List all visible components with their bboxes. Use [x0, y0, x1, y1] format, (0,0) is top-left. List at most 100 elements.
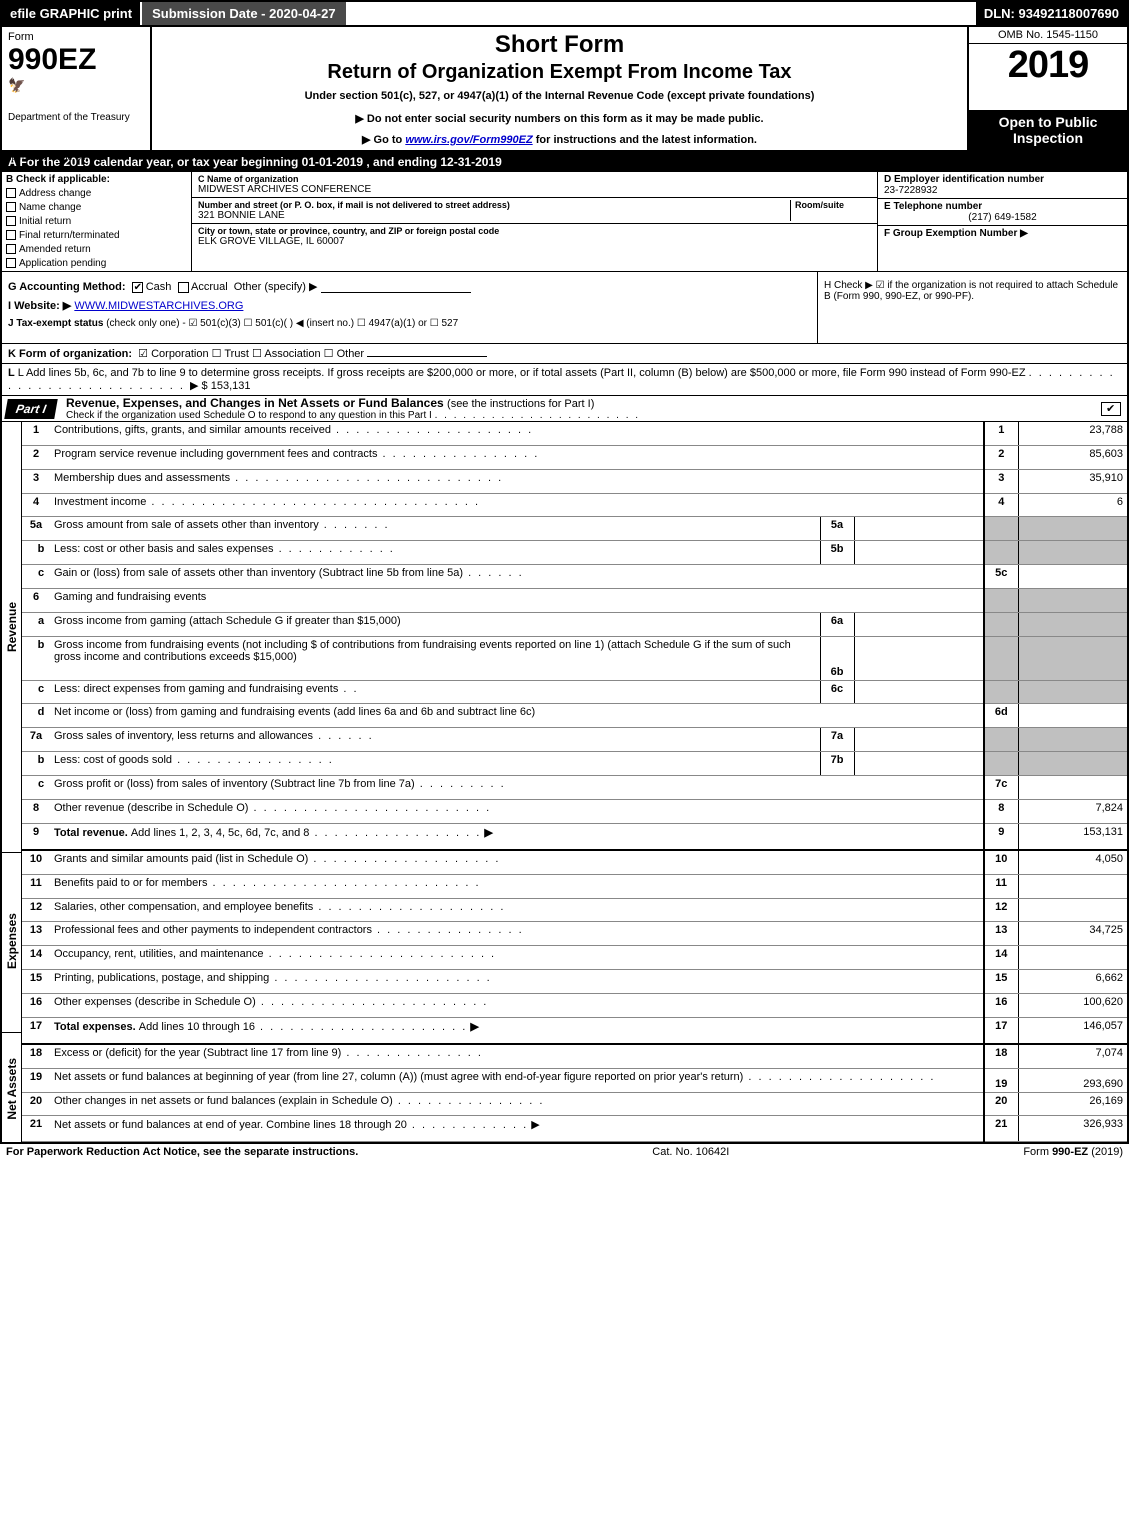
street-label: Number and street (or P. O. box, if mail… — [198, 200, 784, 210]
l5a-mid: 5a — [820, 517, 854, 541]
row-9: 9 Total revenue. Add lines 1, 2, 3, 4, 5… — [22, 823, 1128, 849]
short-form-title: Short Form — [156, 31, 963, 59]
l10-rnum: 10 — [984, 850, 1018, 875]
l-text: L Add lines 5b, 6c, and 7b to line 9 to … — [18, 367, 1026, 379]
l6-num: 6 — [22, 589, 50, 613]
l6b-num: b — [22, 636, 50, 680]
topbar-spacer — [348, 2, 976, 25]
l6a-midval — [854, 613, 984, 637]
l6-desc: Gaming and fundraising events — [50, 589, 984, 613]
tel-cell: E Telephone number (217) 649-1582 — [878, 199, 1127, 226]
opt-initial-return-label: Initial return — [19, 216, 71, 227]
city-label: City or town, state or province, country… — [198, 226, 871, 236]
org-name: MIDWEST ARCHIVES CONFERENCE — [198, 184, 871, 195]
opt-pending[interactable]: Application pending — [6, 258, 187, 269]
l7c-num: c — [22, 776, 50, 800]
row-20: 20 Other changes in net assets or fund b… — [22, 1092, 1128, 1116]
opt-name-change[interactable]: Name change — [6, 202, 187, 213]
k-text: ☑ Corporation ☐ Trust ☐ Association ☐ Ot… — [138, 348, 364, 360]
l12-val — [1018, 898, 1128, 922]
g-other: Other (specify) ▶ — [234, 281, 318, 293]
l9-rnum: 9 — [984, 823, 1018, 849]
box-c: C Name of organization MIDWEST ARCHIVES … — [192, 172, 877, 271]
row-6d: d Net income or (loss) from gaming and f… — [22, 704, 1128, 728]
efile-print-button[interactable]: efile GRAPHIC print — [2, 2, 140, 25]
row-5a: 5a Gross amount from sale of assets othe… — [22, 517, 1128, 541]
l17-num: 17 — [22, 1018, 50, 1044]
row-11: 11 Benefits paid to or for members . . .… — [22, 874, 1128, 898]
header-mid: Short Form Return of Organization Exempt… — [152, 27, 967, 150]
k-other-blank[interactable] — [367, 356, 487, 357]
goto-post: for instructions and the latest informat… — [533, 134, 757, 146]
l2-desc: Program service revenue including govern… — [50, 445, 984, 469]
row-15: 15 Printing, publications, postage, and … — [22, 970, 1128, 994]
l10-val: 4,050 — [1018, 850, 1128, 875]
footer-right: Form 990-EZ (2019) — [1023, 1146, 1123, 1158]
part1-sub-text: Check if the organization used Schedule … — [66, 410, 432, 421]
l5a-midval — [854, 517, 984, 541]
submission-date: Submission Date - 2020-04-27 — [140, 2, 348, 25]
l15-desc: Printing, publications, postage, and shi… — [50, 970, 984, 994]
goto-line: ▶ Go to www.irs.gov/Form990EZ for instru… — [156, 133, 963, 146]
l7b-midval — [854, 752, 984, 776]
l1-rnum: 1 — [984, 422, 1018, 445]
line-g: G Accounting Method: Cash Accrual Other … — [8, 280, 811, 293]
row-16: 16 Other expenses (describe in Schedule … — [22, 994, 1128, 1018]
ghij-left: G Accounting Method: Cash Accrual Other … — [2, 272, 817, 343]
l12-desc: Salaries, other compensation, and employ… — [50, 898, 984, 922]
l5c-num: c — [22, 565, 50, 589]
l2-num: 2 — [22, 445, 50, 469]
opt-address-change-label: Address change — [19, 188, 91, 199]
l20-val: 26,169 — [1018, 1092, 1128, 1116]
l6d-num: d — [22, 704, 50, 728]
opt-final-return[interactable]: Final return/terminated — [6, 230, 187, 241]
group-label: F Group Exemption Number ▶ — [884, 228, 1121, 239]
side-labels: Revenue Expenses Net Assets — [0, 422, 22, 1142]
l15-rnum: 15 — [984, 970, 1018, 994]
g-cash-checkbox[interactable] — [132, 282, 143, 293]
l6b-rval — [1018, 636, 1128, 680]
form-header: Form 990EZ 🦅 Department of the Treasury … — [0, 27, 1129, 152]
l1-desc: Contributions, gifts, grants, and simila… — [50, 422, 984, 445]
l13-num: 13 — [22, 922, 50, 946]
street-cell: Number and street (or P. O. box, if mail… — [192, 198, 877, 224]
opt-initial-return[interactable]: Initial return — [6, 216, 187, 227]
l2-val: 85,603 — [1018, 445, 1128, 469]
g-accrual-checkbox[interactable] — [178, 282, 189, 293]
irs-label: Internal Revenue Service — [4, 152, 105, 162]
l7a-rnum — [984, 728, 1018, 752]
l9-val: 153,131 — [1018, 823, 1128, 849]
row-14: 14 Occupancy, rent, utilities, and maint… — [22, 946, 1128, 970]
website-link[interactable]: WWW.MIDWESTARCHIVES.ORG — [74, 300, 243, 312]
l11-rnum: 11 — [984, 874, 1018, 898]
irs-link[interactable]: www.irs.gov/Form990EZ — [405, 134, 532, 146]
opt-amended[interactable]: Amended return — [6, 244, 187, 255]
l5c-desc: Gain or (loss) from sale of assets other… — [50, 565, 984, 589]
city-cell: City or town, state or province, country… — [192, 224, 877, 249]
l4-desc: Investment income . . . . . . . . . . . … — [50, 493, 984, 517]
g-label: G Accounting Method: — [8, 281, 126, 293]
l7a-rval — [1018, 728, 1128, 752]
l18-val: 7,074 — [1018, 1044, 1128, 1069]
l21-rnum: 21 — [984, 1116, 1018, 1142]
part1-schedule-o-checkbox[interactable] — [1101, 402, 1121, 416]
l6a-num: a — [22, 613, 50, 637]
l5a-rval — [1018, 517, 1128, 541]
dln-label: DLN: 93492118007690 — [976, 2, 1127, 25]
l7a-mid: 7a — [820, 728, 854, 752]
j-label: J Tax-exempt status — [8, 318, 103, 329]
opt-address-change[interactable]: Address change — [6, 188, 187, 199]
l19-rnum: 19 — [984, 1068, 1018, 1092]
room-label: Room/suite — [795, 200, 871, 210]
box-h: H Check ▶ ☑ if the organization is not r… — [817, 272, 1127, 343]
footer-mid: Cat. No. 10642I — [652, 1146, 729, 1158]
g-other-blank[interactable] — [321, 281, 471, 293]
l6b-midval — [854, 636, 984, 680]
l17-val: 146,057 — [1018, 1018, 1128, 1044]
l14-val — [1018, 946, 1128, 970]
open-public-badge: Open to Public Inspection — [969, 110, 1127, 150]
l6a-rnum — [984, 613, 1018, 637]
l12-rnum: 12 — [984, 898, 1018, 922]
row-19: 19 Net assets or fund balances at beginn… — [22, 1068, 1128, 1092]
l6-rnum — [984, 589, 1018, 613]
